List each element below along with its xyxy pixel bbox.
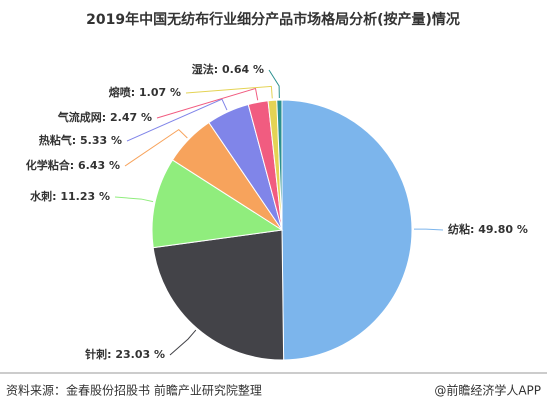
leader-line: [156, 87, 259, 119]
pie-slice: [276, 99, 283, 231]
leader-line: [413, 228, 444, 231]
pie-slice: [281, 99, 413, 361]
data-label: 气流成网: 2.47 %: [57, 110, 152, 124]
data-label: 化学粘合: 6.43 %: [26, 158, 120, 172]
leader-line: [185, 85, 273, 99]
leader-line: [114, 196, 154, 203]
data-label: 纺粘: 49.80 %: [448, 222, 528, 236]
data-label: 针刺: 23.03 %: [85, 347, 165, 361]
chart-title: 2019年中国无纺布行业细分产品市场格局分析(按产量)情况: [86, 11, 460, 28]
pie-slice: [152, 229, 285, 361]
data-label: 热粘气: 5.33 %: [39, 133, 122, 147]
data-label: 熔喷: 1.07 %: [109, 85, 181, 99]
leader-line: [268, 69, 280, 99]
leader-line: [126, 98, 228, 142]
leader-line: [169, 329, 197, 356]
data-label: 水刺: 11.23 %: [30, 189, 110, 203]
credit: @前瞻经济学人APP: [434, 383, 541, 398]
source: 资料来源：金春股份招股书 前瞻产业研究院整理: [6, 383, 262, 398]
pie-slice: [151, 159, 284, 249]
data-label: 湿法: 0.64 %: [192, 62, 264, 76]
leader-line: [124, 128, 188, 167]
